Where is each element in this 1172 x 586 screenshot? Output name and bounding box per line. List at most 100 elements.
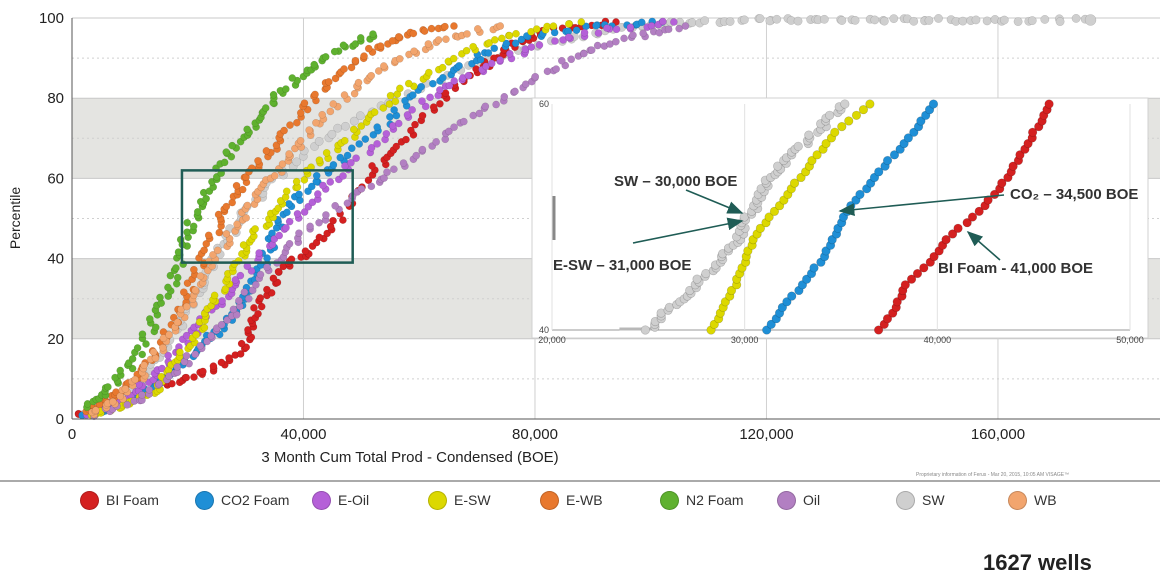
inset-point-e-sw	[851, 110, 862, 120]
inset-point-bi-foam	[900, 280, 910, 290]
data-point-co2-foam	[361, 135, 370, 143]
legend-item-sw[interactable]: SW	[896, 487, 945, 513]
data-point-e-oil	[382, 129, 391, 138]
data-point-e-wb	[347, 63, 356, 72]
data-point-wb	[243, 201, 252, 210]
data-point-oil	[306, 222, 314, 231]
inset-point-co2-foam	[889, 150, 900, 160]
data-point-e-wb	[376, 42, 385, 51]
data-point-e-wb	[286, 121, 294, 129]
data-point-oil	[285, 239, 294, 248]
inset-point-sw	[804, 130, 814, 140]
inset-point-bi-foam	[983, 195, 993, 205]
legend-swatch	[312, 490, 331, 510]
data-point-sw	[1013, 17, 1023, 27]
data-point-sw	[971, 15, 981, 25]
legend-item-e-oil[interactable]: E-Oil	[312, 487, 369, 513]
data-points	[74, 13, 1097, 421]
data-point-oil	[252, 280, 260, 289]
data-point-e-oil	[535, 41, 544, 49]
data-point-sw	[870, 15, 880, 25]
inset-point-sw	[840, 99, 850, 109]
data-point-bi-foam	[329, 216, 337, 225]
inset-x-tick-label: 30,000	[731, 335, 759, 345]
data-point-e-oil	[347, 158, 355, 167]
data-point-wb	[182, 302, 191, 311]
data-point-wb	[173, 318, 182, 327]
data-point-e-oil	[421, 102, 430, 111]
data-point-e-sw	[239, 241, 248, 249]
data-point-co2-foam	[312, 171, 321, 180]
legend-item-wb[interactable]: WB	[1008, 487, 1057, 513]
data-point-e-wb	[311, 90, 319, 99]
data-point-sw	[982, 16, 992, 26]
data-point-e-oil	[496, 56, 504, 64]
inset-point-bi-foam	[929, 251, 939, 262]
data-point-wb	[367, 71, 376, 80]
data-point-n2-foam	[164, 283, 172, 292]
data-point-oil	[203, 337, 211, 346]
annotation-bi-foam: BI Foam - 41,000 BOE	[938, 260, 1093, 277]
data-point-co2-foam	[373, 123, 382, 131]
data-point-sw	[349, 116, 359, 126]
inset-point-e-sw	[764, 212, 774, 222]
x-tick-label: 160,000	[971, 426, 1025, 443]
data-point-e-sw	[424, 68, 433, 77]
data-point-n2-foam	[142, 340, 150, 348]
data-point-e-oil	[247, 267, 256, 275]
data-point-wb	[326, 107, 335, 116]
data-point-n2-foam	[369, 30, 377, 38]
inset-point-e-sw	[755, 223, 765, 233]
x-tick-label: 120,000	[739, 426, 793, 443]
data-point-sw	[934, 14, 943, 23]
data-point-oil	[500, 92, 509, 101]
legend-item-e-wb[interactable]: E-WB	[540, 487, 603, 513]
data-point-wb	[140, 361, 149, 370]
data-point-oil	[681, 22, 690, 30]
data-point-oil	[481, 102, 490, 111]
inset-x-tick-label: 40,000	[924, 335, 952, 345]
inset-point-co2-foam	[809, 263, 819, 273]
data-point-bi-foam	[256, 294, 265, 302]
data-point-co2-foam	[295, 190, 303, 199]
data-point-wb	[213, 246, 222, 255]
data-point-co2-foam	[438, 73, 447, 82]
legend-item-bi-foam[interactable]: BI Foam	[80, 487, 159, 513]
data-point-e-wb	[300, 99, 309, 108]
data-point-e-sw	[490, 36, 499, 44]
data-point-e-wb	[394, 32, 403, 41]
data-point-e-oil	[313, 190, 322, 198]
data-point-oil	[664, 25, 673, 34]
data-point-wb	[191, 286, 200, 295]
data-point-oil	[232, 310, 241, 319]
inset-point-e-sw	[830, 127, 840, 137]
legend-item-co2-foam[interactable]: CO2 Foam	[195, 487, 289, 513]
data-point-sw	[314, 136, 324, 146]
data-point-co2-foam	[336, 153, 345, 162]
legend-item-n2-foam[interactable]: N2 Foam	[660, 487, 744, 513]
data-point-wb	[91, 406, 100, 415]
data-point-e-oil	[436, 86, 444, 94]
inset-point-bi-foam	[962, 218, 972, 228]
data-point-oil	[207, 331, 215, 340]
data-point-wb	[374, 67, 383, 75]
data-point-e-sw	[340, 136, 349, 145]
data-point-co2-foam	[369, 130, 378, 139]
data-point-e-oil	[319, 181, 327, 190]
data-point-bi-foam	[182, 373, 191, 382]
data-point-oil	[331, 201, 340, 210]
data-point-oil	[138, 391, 146, 399]
data-point-e-oil	[218, 297, 226, 305]
data-point-wb	[305, 126, 314, 134]
data-point-n2-foam	[138, 330, 147, 339]
data-point-sw	[1055, 17, 1065, 27]
legend-item-e-sw[interactable]: E-SW	[428, 487, 491, 513]
annotation-e-sw: E-SW – 31,000 BOE	[553, 257, 691, 274]
data-point-oil	[655, 28, 664, 37]
data-point-e-oil	[670, 18, 678, 26]
data-point-oil	[412, 151, 421, 160]
data-point-oil	[450, 123, 458, 132]
data-point-co2-foam	[484, 49, 493, 57]
data-point-e-sw	[386, 91, 395, 100]
legend-item-oil[interactable]: Oil	[777, 487, 820, 513]
